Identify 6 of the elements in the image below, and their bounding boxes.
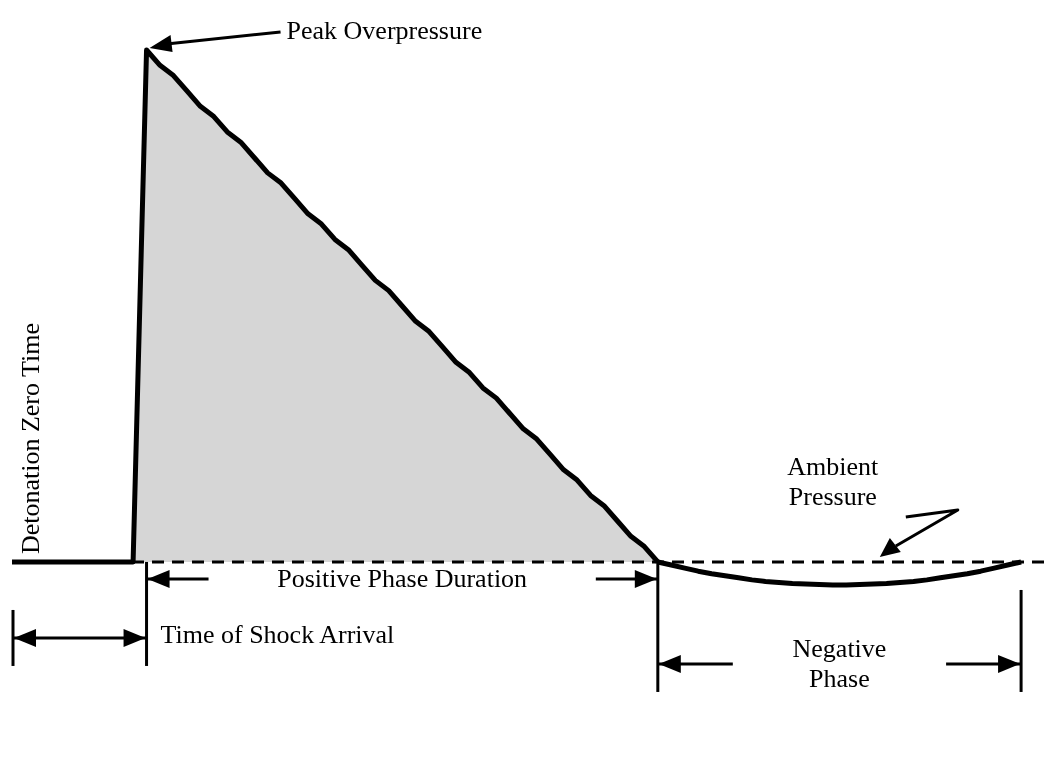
text: Time of Shock Arrival <box>160 619 395 650</box>
annotation: Positive Phase Duration <box>276 563 529 594</box>
annotation: Detonation Zero Time <box>16 322 46 554</box>
ref-line-label: Ambient Pressure <box>786 451 880 512</box>
text: Negative Phase <box>791 633 888 694</box>
text: Peak Overpressure <box>286 16 483 46</box>
